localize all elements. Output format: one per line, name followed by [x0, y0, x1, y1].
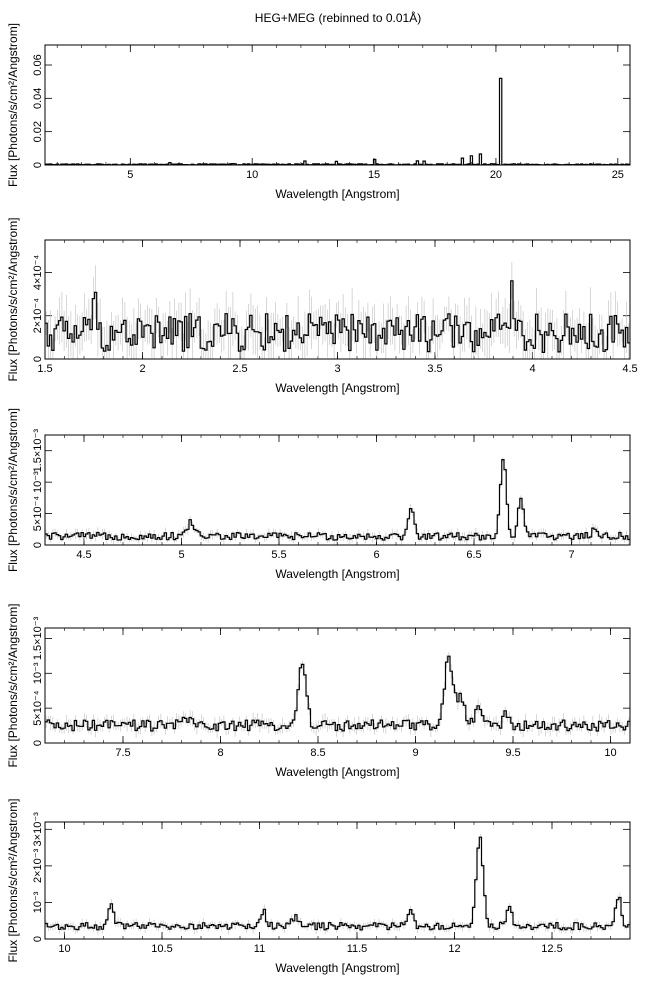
x-tick-label: 9.5	[505, 747, 520, 759]
y-tick-label: 4×10⁻⁴	[32, 255, 44, 291]
y-tick-label: 5×10⁻⁴	[32, 496, 44, 532]
error-bars	[45, 652, 630, 739]
x-tick-label: 9	[412, 747, 418, 759]
y-tick-label: 0	[32, 740, 44, 746]
y-tick-label: 0	[32, 936, 44, 942]
x-tick-label: 3	[334, 363, 340, 375]
plot-frame	[44, 821, 631, 940]
x-tick-label: 3.5	[427, 363, 442, 375]
x-tick-label: 12	[448, 943, 460, 955]
x-tick-label: 12.5	[541, 943, 562, 955]
y-tick-label: 0.04	[32, 88, 44, 109]
panel-2: 1.5 2 2.5 3 3.5 4 4.5 0 2×10⁻⁴ 4×10⁻⁴ Wavelength […	[6, 217, 638, 395]
x-tick-label: 5	[127, 169, 133, 181]
plot-frame	[44, 627, 631, 744]
y-tick-label: 2×10⁻⁴	[32, 298, 44, 334]
y-tick-label: 10⁻³	[32, 471, 44, 493]
y-tick-label: 3×10⁻³	[32, 812, 44, 847]
x-tick-label: 8.5	[310, 747, 325, 759]
x-axis-label: Wavelength [Angstrom]	[275, 765, 399, 779]
panel-3: 4.5 5 5.5 6 6.5 7 0 5×10⁻⁴ 10⁻³1.5×10⁻³ Wavelengt…	[6, 408, 631, 581]
spectrum-line	[45, 459, 630, 541]
x-tick-label: 2	[139, 363, 145, 375]
y-tick-label: 1.5×10⁻³	[32, 616, 44, 660]
y-axis-label: Flux [Photons/s/cm²/Angstrom]	[6, 217, 20, 381]
y-axis-label: Flux [Photons/s/cm²/Angstrom]	[6, 408, 20, 572]
x-axis-label: Wavelength [Angstrom]	[275, 187, 399, 201]
x-tick-label: 5.5	[271, 549, 286, 561]
x-tick-label: 8	[217, 747, 223, 759]
x-tick-label: 11	[254, 943, 265, 955]
x-tick-label: 6	[373, 549, 379, 561]
plot-frame	[44, 434, 631, 546]
y-tick-label: 1.5×10⁻³	[32, 429, 44, 473]
x-tick-label: 20	[490, 169, 502, 181]
spectrum-line	[45, 280, 630, 353]
x-tick-label: 10	[58, 943, 70, 955]
x-tick-label: 10	[604, 747, 616, 759]
panel-4: 7.5 8 8.5 9 9.5 10 0 5×10⁻⁴ 10⁻³ 1.5×10⁻³ Waveleng…	[6, 603, 631, 779]
y-tick-label: 10⁻³	[32, 662, 44, 684]
y-axis-label: Flux [Photons/s/cm²/Angstrom]	[6, 23, 20, 187]
y-axis-label: Flux [Photons/s/cm²/Angstrom]	[6, 798, 20, 962]
x-tick-label: 4	[529, 363, 535, 375]
x-axis-label: Wavelength [Angstrom]	[275, 961, 399, 975]
y-tick-label: 10⁻³	[32, 891, 44, 913]
x-tick-label: 2.5	[232, 363, 247, 375]
x-tick-label: 7.5	[115, 747, 130, 759]
x-tick-label: 4.5	[622, 363, 637, 375]
panel-5: 10 10.5 11 11.5 12 12.5 0 10⁻³ 2×10⁻³3×10⁻³ Wavel…	[6, 798, 631, 975]
y-tick-label: 0	[32, 162, 44, 168]
figure-title: HEG+MEG (rebinned to 0.01Å)	[255, 10, 421, 25]
y-tick-label: 0	[32, 542, 44, 548]
x-tick-label: 25	[612, 169, 624, 181]
x-tick-label: 1.5	[37, 363, 52, 375]
spectrum-line	[45, 836, 630, 931]
x-tick-label: 6.5	[466, 549, 481, 561]
x-tick-label: 4.5	[76, 549, 91, 561]
plot-frame	[44, 239, 631, 360]
x-tick-label: 7	[568, 549, 574, 561]
error-bars	[45, 77, 630, 165]
spectrum-line	[45, 655, 630, 732]
error-bars	[45, 457, 630, 545]
y-tick-label: 0.02	[32, 121, 44, 142]
x-tick-label: 10.5	[151, 943, 172, 955]
x-tick-label: 15	[368, 169, 380, 181]
x-tick-label: 10	[246, 169, 258, 181]
y-tick-label: 2×10⁻³	[32, 848, 44, 883]
y-tick-label: 0	[32, 356, 44, 362]
x-tick-label: 11.5	[347, 943, 368, 955]
x-axis-label: Wavelength [Angstrom]	[275, 567, 399, 581]
panel-1: 5 10 15 20 25 0 0.02 0.04 0.06 Wavelength [Angstr…	[6, 23, 631, 201]
error-bars	[45, 262, 630, 359]
y-tick-label: 5×10⁻⁴	[32, 690, 44, 726]
y-tick-label: 0.06	[32, 54, 44, 75]
y-axis-label: Flux [Photons/s/cm²/Angstrom]	[6, 603, 20, 767]
x-axis-label: Wavelength [Angstrom]	[275, 381, 399, 395]
spectrum-line	[45, 77, 630, 166]
plot-frame	[44, 44, 631, 166]
error-bars	[45, 834, 630, 935]
x-tick-label: 5	[178, 549, 184, 561]
